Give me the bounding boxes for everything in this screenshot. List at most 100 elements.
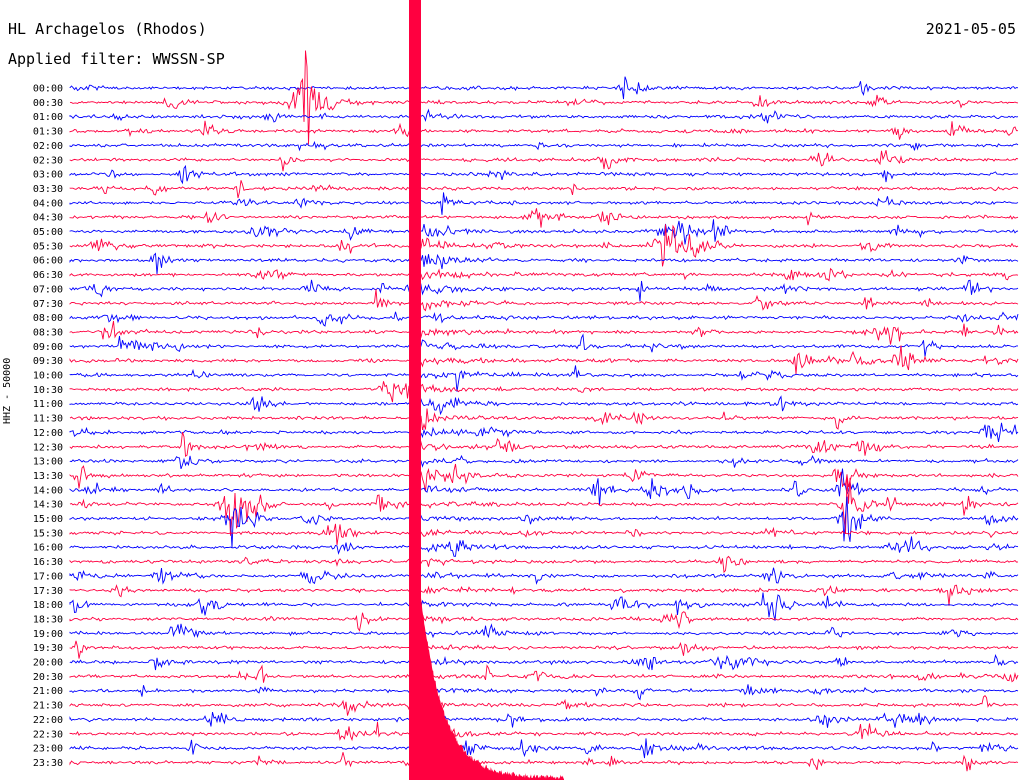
row-label-1500: 15:00 xyxy=(33,514,63,525)
trace-row-1500 xyxy=(69,496,1019,548)
row-label-1900: 19:00 xyxy=(33,629,63,640)
row-label-0530: 05:30 xyxy=(33,241,63,252)
row-label-0100: 01:00 xyxy=(33,112,63,123)
row-label-1230: 12:30 xyxy=(33,442,63,453)
trace-row-2300 xyxy=(69,738,1019,759)
row-label-0230: 02:30 xyxy=(33,155,63,166)
trace-row-0700 xyxy=(69,279,1019,302)
trace-row-0300 xyxy=(69,164,1019,185)
trace-row-0330 xyxy=(69,180,1019,199)
trace-row-0000 xyxy=(69,76,1019,100)
trace-row-1200 xyxy=(69,422,1019,442)
trace-row-1330 xyxy=(69,463,1019,492)
trace-row-1130 xyxy=(69,405,1019,431)
trace-row-1800 xyxy=(69,592,1019,621)
row-label-2030: 20:30 xyxy=(33,672,63,683)
trace-row-0630 xyxy=(69,267,1019,282)
trace-row-1400 xyxy=(69,468,1019,506)
trace-row-0730 xyxy=(69,289,1019,312)
row-label-1830: 18:30 xyxy=(33,614,63,625)
trace-row-1830 xyxy=(69,611,1019,632)
trace-row-0900 xyxy=(69,333,1018,357)
trace-row-2230 xyxy=(69,722,1019,742)
row-label-1300: 13:00 xyxy=(33,457,63,468)
trace-row-0230 xyxy=(69,150,1019,172)
row-label-1400: 14:00 xyxy=(33,485,63,496)
trace-row-1900 xyxy=(69,623,1019,640)
event-coda xyxy=(420,560,564,780)
event-saturation-band xyxy=(409,0,421,780)
row-label-0300: 03:00 xyxy=(33,170,63,181)
row-label-1930: 19:30 xyxy=(33,643,63,654)
trace-row-1300 xyxy=(69,454,1019,470)
trace-row-0200 xyxy=(69,140,1019,152)
row-label-2000: 20:00 xyxy=(33,658,63,669)
trace-row-1230 xyxy=(69,431,1019,458)
trace-row-0030 xyxy=(69,50,1019,145)
trace-row-2330 xyxy=(69,752,1019,772)
trace-row-1430 xyxy=(69,477,1019,536)
trace-row-0430 xyxy=(69,208,1019,228)
trace-row-0500 xyxy=(69,219,1019,245)
trace-row-1530 xyxy=(69,523,1019,546)
trace-row-1000 xyxy=(69,365,1019,392)
trace-row-2200 xyxy=(69,711,1019,728)
row-label-2100: 21:00 xyxy=(33,686,63,697)
trace-row-2130 xyxy=(69,694,1019,716)
trace-row-1030 xyxy=(69,381,1019,403)
row-label-1600: 16:00 xyxy=(33,543,63,554)
row-label-2230: 22:30 xyxy=(33,729,63,740)
row-label-1130: 11:30 xyxy=(33,414,63,425)
row-label-0700: 07:00 xyxy=(33,284,63,295)
filter-label: Applied filter: WWSSN-SP xyxy=(8,50,225,68)
trace-row-0600 xyxy=(69,252,1019,275)
row-label-1730: 17:30 xyxy=(33,586,63,597)
row-label-1030: 10:30 xyxy=(33,385,63,396)
date-label: 2021-05-05 xyxy=(925,20,1016,38)
trace-row-1600 xyxy=(69,536,1019,557)
row-label-2330: 23:30 xyxy=(33,758,63,769)
row-label-0200: 02:00 xyxy=(33,141,63,152)
row-label-0900: 09:00 xyxy=(33,342,63,353)
row-label-1800: 18:00 xyxy=(33,600,63,611)
row-label-2300: 23:00 xyxy=(33,744,63,755)
trace-row-1700 xyxy=(69,567,1019,585)
trace-row-0400 xyxy=(69,192,1019,215)
row-label-1530: 15:30 xyxy=(33,528,63,539)
row-label-0830: 08:30 xyxy=(33,327,63,338)
trace-row-1100 xyxy=(69,395,1019,416)
row-label-0430: 04:30 xyxy=(33,213,63,224)
trace-row-1630 xyxy=(69,555,1019,574)
row-label-1100: 11:00 xyxy=(33,399,63,410)
trace-row-2030 xyxy=(69,664,1019,683)
trace-row-0130 xyxy=(69,120,1018,140)
trace-row-0800 xyxy=(69,311,1019,327)
trace-row-0100 xyxy=(69,108,1019,124)
row-label-2200: 22:00 xyxy=(33,715,63,726)
row-label-0600: 06:00 xyxy=(33,256,63,267)
trace-row-0530 xyxy=(69,224,1019,267)
trace-row-2000 xyxy=(69,654,1019,671)
row-label-0000: 00:00 xyxy=(33,84,63,95)
row-label-0730: 07:30 xyxy=(33,299,63,310)
row-label-0400: 04:00 xyxy=(33,198,63,209)
seismic-traces xyxy=(69,50,1019,772)
row-label-1430: 14:30 xyxy=(33,500,63,511)
row-label-2130: 21:30 xyxy=(33,701,63,712)
row-label-0330: 03:30 xyxy=(33,184,63,195)
trace-row-1730 xyxy=(69,584,1019,606)
row-label-0630: 06:30 xyxy=(33,270,63,281)
row-label-0800: 08:00 xyxy=(33,313,63,324)
station-title: HL Archagelos (Rhodos) xyxy=(8,20,207,38)
row-label-1330: 13:30 xyxy=(33,471,63,482)
earthquake-event xyxy=(409,0,564,780)
row-label-0500: 05:00 xyxy=(33,227,63,238)
trace-row-2100 xyxy=(69,684,1019,701)
trace-row-0930 xyxy=(69,345,1019,375)
trace-row-0830 xyxy=(69,320,1019,345)
row-label-1200: 12:00 xyxy=(33,428,63,439)
trace-row-1930 xyxy=(69,640,1019,659)
row-label-1700: 17:00 xyxy=(33,571,63,582)
row-label-1630: 16:30 xyxy=(33,557,63,568)
